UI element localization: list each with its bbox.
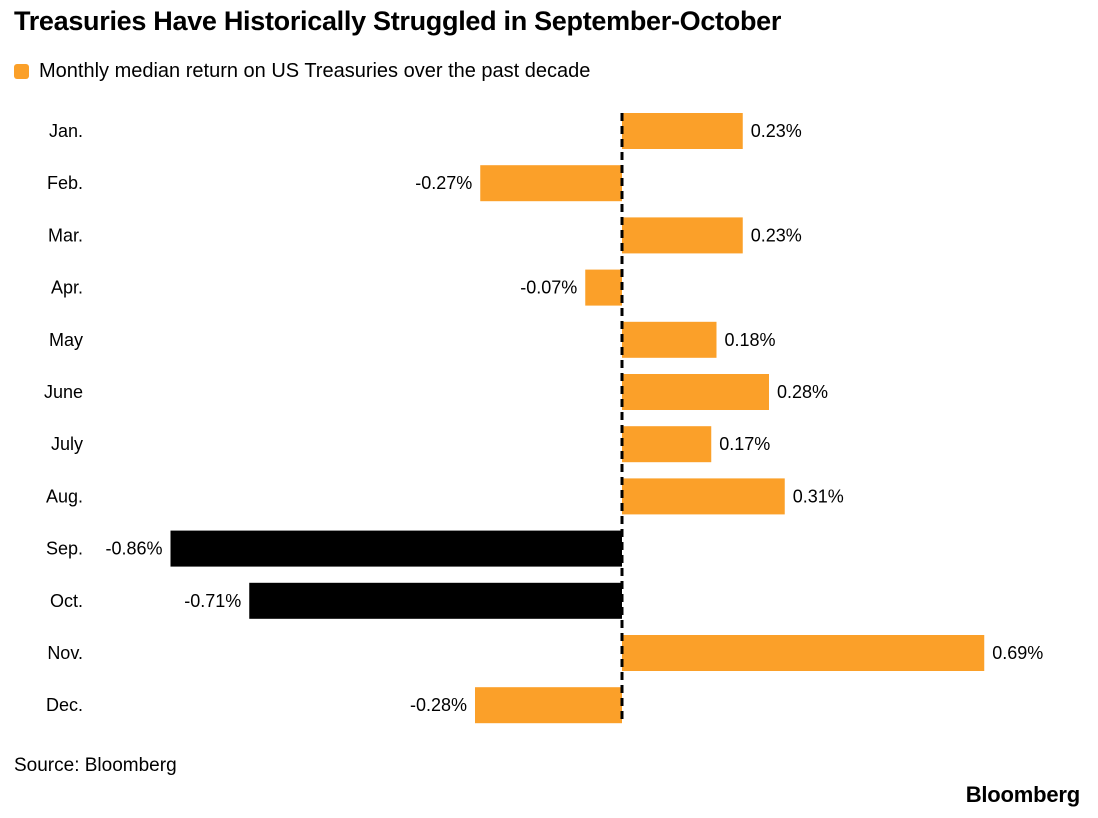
bar-feb [480, 165, 622, 202]
bar-nov [622, 635, 985, 671]
bar-july [622, 426, 712, 463]
bar-oct [249, 582, 622, 619]
bloomberg-logo: Bloomberg [965, 782, 1081, 807]
month-label-nov: Nov. [47, 643, 83, 663]
bar-apr [585, 269, 622, 306]
bar-mar [622, 217, 743, 254]
chart-title: Treasuries Have Historically Struggled i… [14, 6, 782, 36]
month-label-july: July [51, 434, 83, 454]
legend: Monthly median return on US Treasuries o… [14, 60, 590, 83]
month-label-aug: Aug. [46, 486, 83, 506]
value-label-dec: -0.28% [410, 695, 467, 715]
value-label-aug: 0.31% [793, 486, 844, 506]
value-label-jan: 0.23% [751, 121, 802, 141]
value-label-june: 0.28% [777, 382, 828, 402]
month-label-mar: Mar. [48, 225, 83, 245]
month-label-sep: Sep. [46, 539, 83, 559]
value-label-feb: -0.27% [415, 173, 472, 193]
bar-june [622, 374, 769, 410]
month-label-feb: Feb. [47, 173, 83, 193]
bar-jan [622, 113, 743, 149]
value-label-may: 0.18% [725, 330, 776, 350]
bar-may [622, 321, 717, 358]
bar-dec [475, 687, 622, 724]
month-label-apr: Apr. [51, 278, 83, 298]
legend-swatch [14, 64, 29, 79]
value-label-nov: 0.69% [992, 643, 1043, 663]
bar-sep [170, 530, 622, 567]
source-note: Source: Bloomberg [14, 755, 177, 776]
month-label-june: June [44, 382, 83, 402]
month-label-oct: Oct. [50, 591, 83, 611]
month-label-dec: Dec. [46, 695, 83, 715]
value-label-oct: -0.71% [184, 591, 241, 611]
value-label-apr: -0.07% [520, 278, 577, 298]
month-label-jan: Jan. [49, 121, 83, 141]
bar-aug [622, 478, 785, 515]
legend-label: Monthly median return on US Treasuries o… [39, 60, 591, 82]
value-label-july: 0.17% [719, 434, 770, 454]
value-label-sep: -0.86% [105, 539, 162, 559]
value-label-mar: 0.23% [751, 225, 802, 245]
month-label-may: May [49, 330, 83, 350]
